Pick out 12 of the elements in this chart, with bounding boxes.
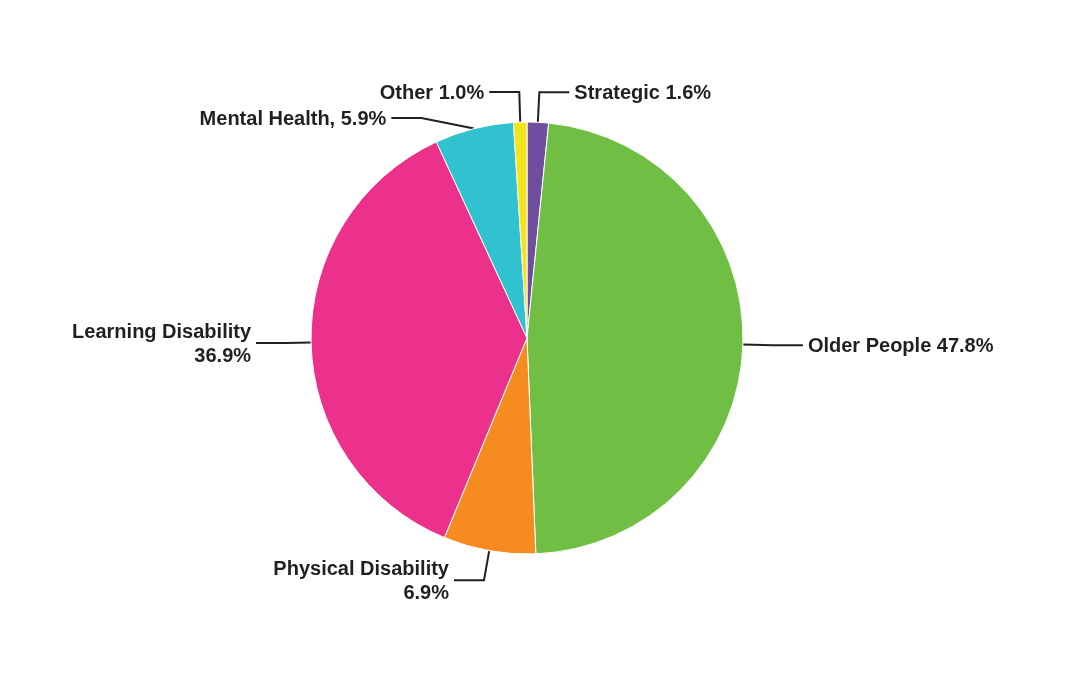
data-label: 36.9%: [194, 344, 252, 367]
data-label: 47.8%: [936, 334, 994, 357]
slice-label: Other: [379, 81, 434, 104]
slice-label: Learning Disability: [72, 320, 252, 343]
data-label: 6.9%: [403, 581, 450, 604]
slice-label: Physical Disability: [273, 557, 450, 580]
slice-label: Strategic: [574, 81, 660, 104]
data-label: 1.0%: [438, 81, 485, 104]
data-label: 1.6%: [665, 81, 712, 104]
data-label: , 5.9%: [329, 107, 387, 130]
slice-label: Mental Health: [199, 107, 330, 130]
slice-label: Older People: [807, 334, 932, 357]
